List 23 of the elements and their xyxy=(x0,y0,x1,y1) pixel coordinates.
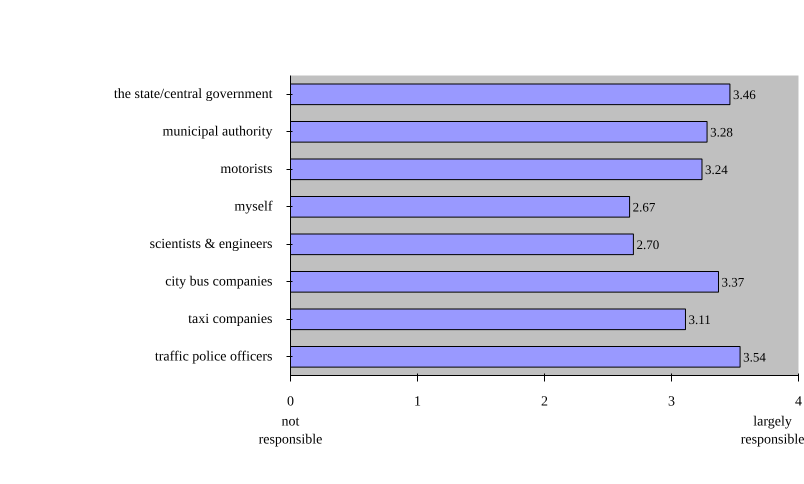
x-tick-label: 3 xyxy=(668,394,675,410)
y-tick-label: taxi companies xyxy=(188,312,273,327)
y-tick-label: motorists xyxy=(220,162,273,177)
data-label: 2.70 xyxy=(636,236,660,252)
y-tick-label: the state/central government xyxy=(114,86,273,102)
y-tick-label: city bus companies xyxy=(165,274,272,290)
data-label: 3.11 xyxy=(688,312,711,327)
data-label: 3.37 xyxy=(722,274,745,290)
data-label: 3.28 xyxy=(710,124,733,140)
y-tick-label: scientists & engineers xyxy=(150,236,273,252)
data-label: 3.54 xyxy=(743,349,766,364)
y-tick-label: traffic police officers xyxy=(154,349,273,364)
text: largely responsible xyxy=(740,414,804,448)
y-tick-label: myself xyxy=(234,199,273,214)
text: not responsible xyxy=(258,414,322,448)
data-label: 2.67 xyxy=(632,199,656,214)
x-tick-label: 4 xyxy=(795,394,802,410)
y-tick-label: municipal authority xyxy=(162,124,272,140)
x-tick-label: 0 xyxy=(287,394,294,410)
data-label: 3.24 xyxy=(705,162,728,177)
x-tick-label: 2 xyxy=(541,394,548,410)
x-tick-label: 1 xyxy=(414,394,421,410)
data-label: 3.46 xyxy=(732,86,756,102)
